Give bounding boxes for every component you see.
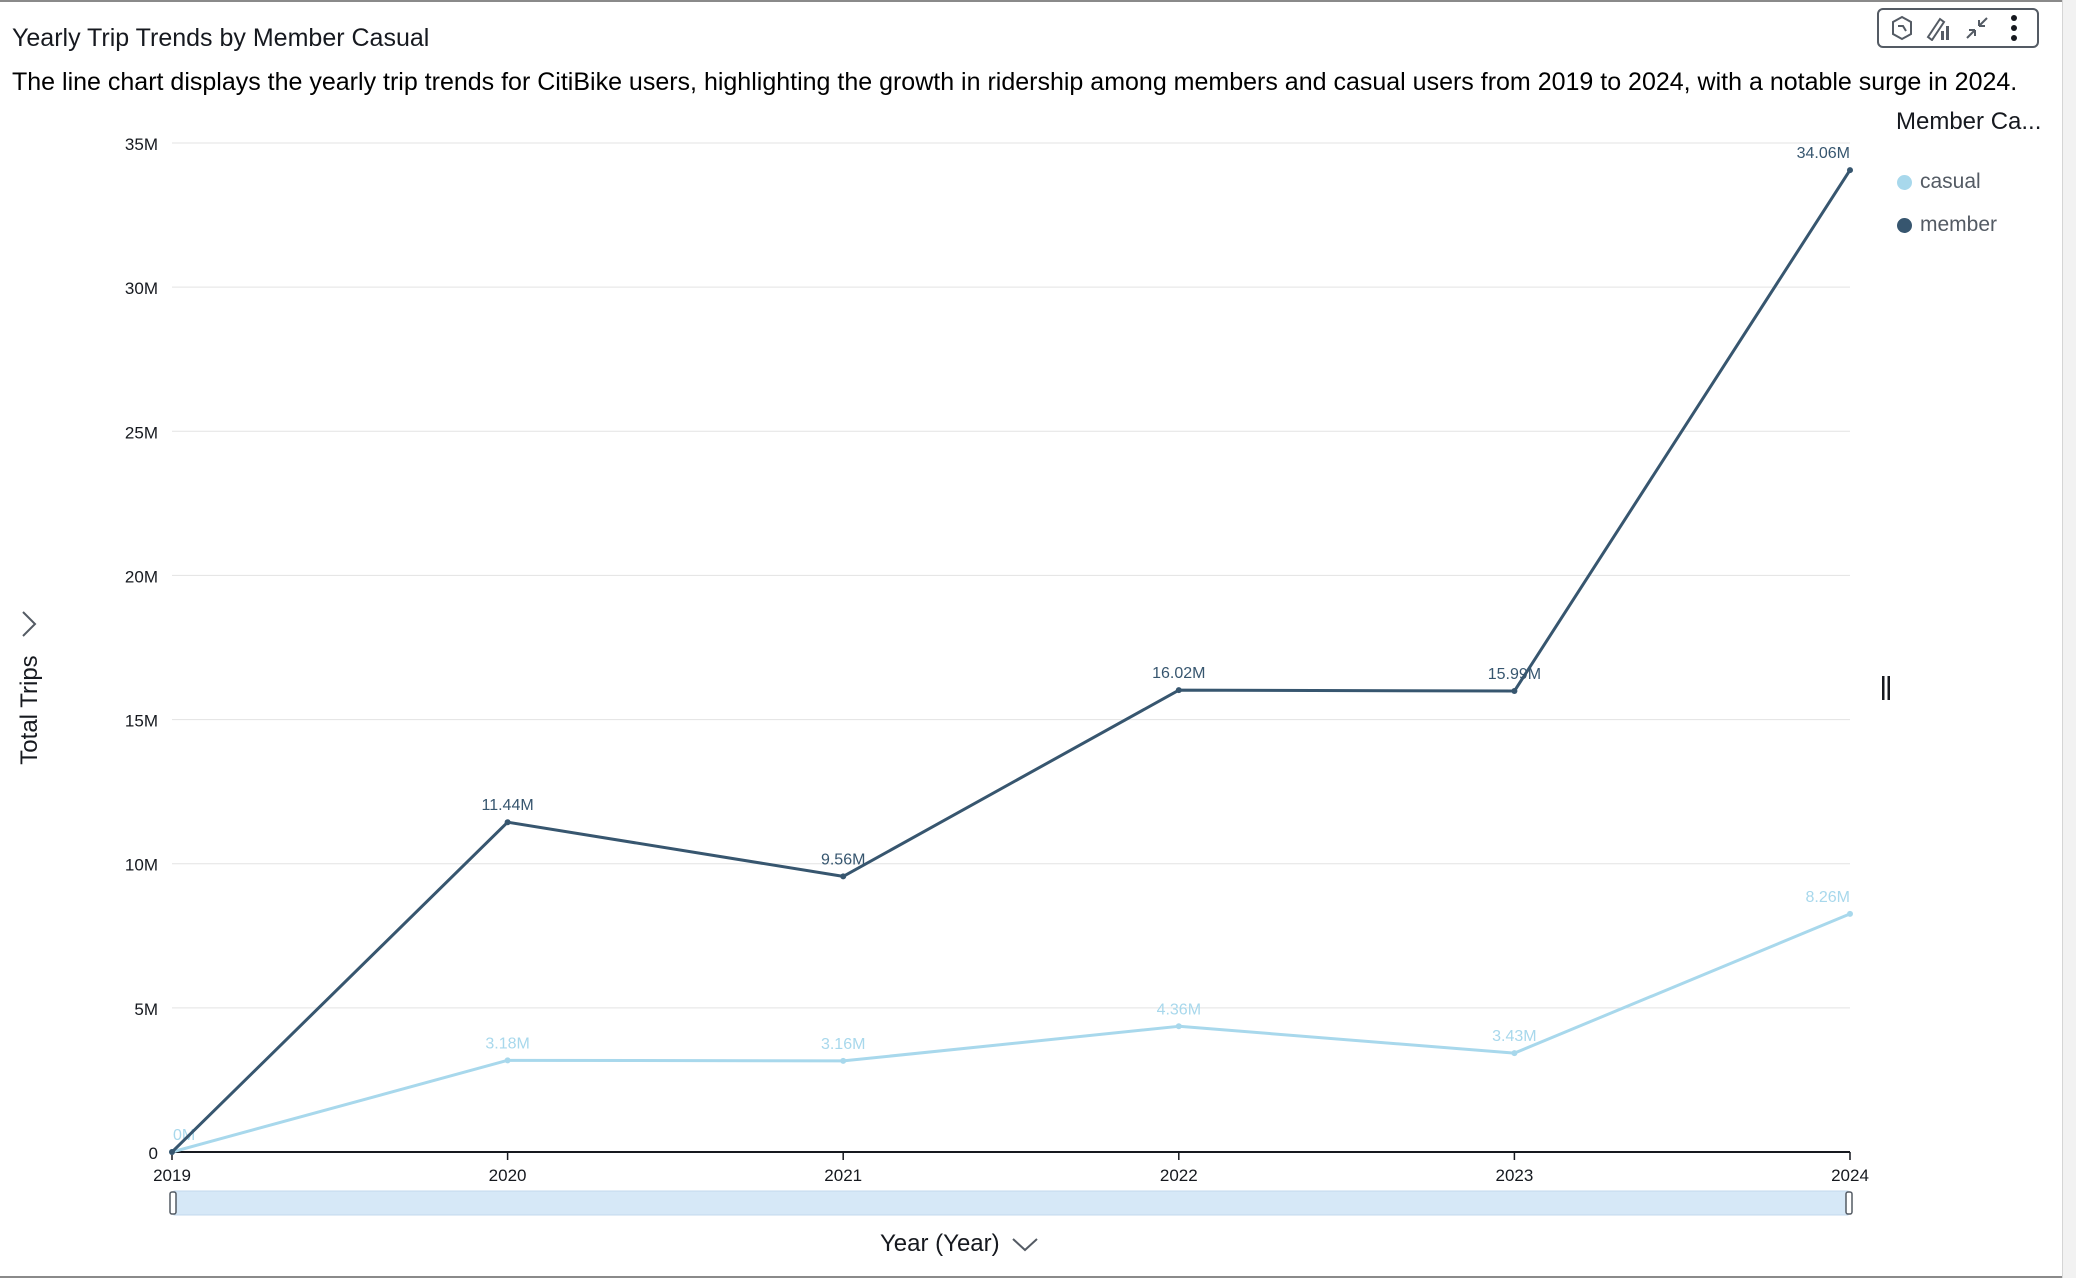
data-label-casual: 0M: [173, 1127, 195, 1144]
data-point-member[interactable]: [1511, 688, 1518, 695]
data-point-casual[interactable]: [1847, 910, 1853, 917]
x-axis-title: Year (Year): [880, 1230, 1000, 1257]
data-label-member: 34.06M: [1797, 145, 1850, 162]
legend-item-casual[interactable]: casual: [1897, 170, 1981, 194]
x-axis-title-dropdown[interactable]: Year (Year): [880, 1230, 1040, 1258]
x-tick-label: 2020: [489, 1166, 527, 1185]
legend-casual-label: casual: [1920, 170, 1981, 193]
visual-toolbar: [1877, 8, 2039, 48]
x-tick-label: 2023: [1495, 1166, 1533, 1185]
range-slider-handle-end[interactable]: [1845, 1191, 1853, 1215]
more-options-icon[interactable]: [1998, 12, 2030, 44]
data-point-casual[interactable]: [840, 1057, 847, 1064]
x-tick-label: 2021: [824, 1166, 862, 1185]
insight-icon[interactable]: [1886, 12, 1918, 44]
data-label-casual: 3.18M: [485, 1035, 529, 1052]
collapse-icon[interactable]: [1961, 12, 1993, 44]
visual-subtitle: The line chart displays the yearly trip …: [12, 68, 2018, 96]
range-slider-track[interactable]: [173, 1190, 1849, 1216]
visual-title: Yearly Trip Trends by Member Casual: [12, 24, 430, 52]
page-scroll-edge: [2062, 0, 2076, 1278]
x-tick-label: 2022: [1160, 1166, 1198, 1185]
y-tick-label: 30M: [125, 279, 158, 298]
data-label-casual: 3.43M: [1492, 1028, 1536, 1045]
data-point-casual[interactable]: [1175, 1023, 1182, 1030]
legend-member-label: member: [1920, 213, 1998, 236]
y-tick-label: 5M: [134, 1000, 158, 1019]
data-point-casual[interactable]: [1511, 1050, 1518, 1057]
data-point-member[interactable]: [169, 1149, 175, 1155]
chevron-right-icon[interactable]: [18, 608, 42, 645]
y-tick-label: 25M: [125, 423, 158, 442]
data-point-casual[interactable]: [504, 1057, 511, 1064]
data-label-member: 16.02M: [1152, 665, 1205, 682]
y-tick-label: 20M: [125, 567, 158, 586]
legend-casual-marker: [1897, 174, 1912, 190]
y-tick-label: 10M: [125, 856, 158, 875]
data-label-casual: 3.16M: [821, 1036, 865, 1053]
legend-resize-handle[interactable]: [1880, 676, 1892, 705]
legend-title: Member Ca...: [1896, 108, 2042, 135]
data-label-member: 15.99M: [1488, 666, 1541, 683]
data-point-member[interactable]: [1847, 167, 1853, 174]
series-line-member[interactable]: [170, 169, 1852, 1154]
x-tick-label: 2019: [153, 1166, 191, 1185]
data-label-member: 11.44M: [482, 797, 534, 814]
data-label-casual: 4.36M: [1157, 1001, 1201, 1018]
chevron-down-icon: [1011, 1238, 1038, 1252]
y-tick-label: 35M: [125, 135, 158, 154]
x-tick-label: 2024: [1831, 1166, 1869, 1185]
format-visual-icon[interactable]: [1923, 12, 1955, 44]
series-line-casual[interactable]: [171, 912, 1851, 1154]
data-label-member: 9.56M: [821, 851, 865, 868]
data-label-casual: 8.26M: [1806, 889, 1850, 906]
data-point-member[interactable]: [504, 819, 511, 826]
data-point-member[interactable]: [1175, 687, 1182, 694]
data-point-member[interactable]: [840, 873, 847, 880]
y-tick-label: 0: [149, 1144, 158, 1163]
legend-member-marker: [1897, 217, 1912, 233]
y-tick-label: 15M: [125, 712, 158, 731]
range-slider-handle-start[interactable]: [169, 1191, 177, 1215]
legend-item-member[interactable]: member: [1897, 213, 1997, 237]
